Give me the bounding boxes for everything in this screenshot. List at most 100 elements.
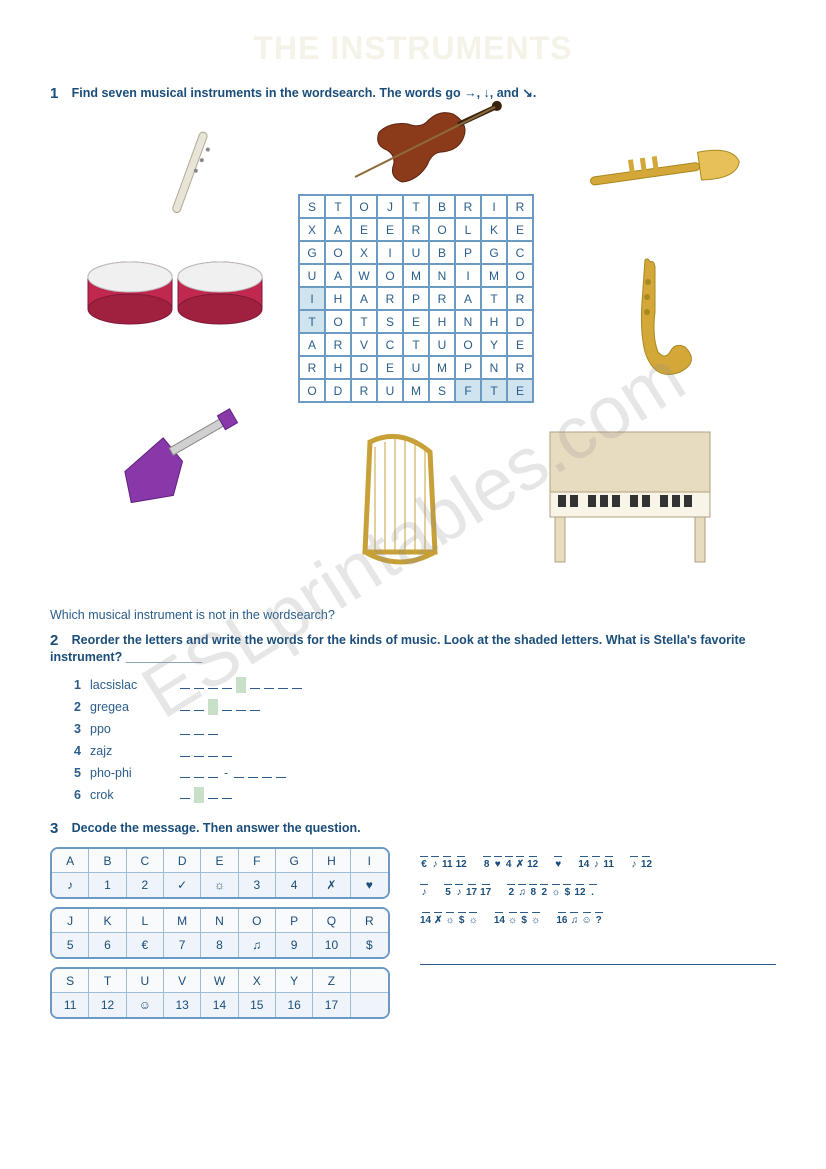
decode-symbol: 11 — [52, 993, 89, 1017]
wordsearch-cell: U — [377, 379, 403, 402]
decode-symbol: ✗ — [313, 873, 350, 897]
answer-line[interactable] — [420, 947, 776, 965]
decode-hint-symbol: 8 — [484, 859, 490, 871]
trumpet-icon — [580, 132, 750, 212]
wordsearch-cell: U — [403, 241, 429, 264]
wordsearch-cell: M — [481, 264, 507, 287]
reorder-row: 6crok — [74, 784, 776, 806]
decode-hint-symbol: 12 — [527, 859, 538, 871]
wordsearch-cell: O — [299, 379, 325, 402]
decode-letter: U — [127, 969, 164, 993]
decode-hint-symbol: ☼ — [508, 915, 517, 927]
decode-hint-symbol: 5 — [445, 887, 451, 899]
answer-blanks[interactable] — [180, 787, 232, 803]
decode-hint-symbol: 11 — [442, 859, 453, 871]
wordsearch-cell: R — [429, 287, 455, 310]
decode-symbol: 13 — [164, 993, 201, 1017]
decode-hint-symbol: ♥ — [495, 859, 501, 871]
decode-letter: T — [89, 969, 126, 993]
wordsearch-cell: M — [403, 379, 429, 402]
decode-hint-symbol: 8 — [530, 887, 536, 899]
answer-blanks[interactable] — [180, 677, 302, 693]
wordsearch-cell: K — [481, 218, 507, 241]
scramble-text: lacsislac — [90, 678, 180, 692]
wordsearch-cell: T — [481, 287, 507, 310]
decode-hint-symbol: . — [591, 887, 594, 899]
exercise-1-number: 1 — [50, 85, 68, 102]
decode-symbol: ☼ — [201, 873, 238, 897]
wordsearch-cell: I — [455, 264, 481, 287]
wordsearch-cell: R — [507, 287, 533, 310]
wordsearch-cell: N — [481, 356, 507, 379]
wordsearch-cell: S — [299, 195, 325, 218]
decode-hint-symbol: ☼ — [469, 915, 478, 927]
wordsearch-cell: O — [455, 333, 481, 356]
saxophone-icon — [600, 252, 710, 392]
wordsearch-cell: R — [325, 333, 351, 356]
wordsearch-cell: I — [481, 195, 507, 218]
decode-letter: F — [239, 849, 276, 873]
exercise-1-body: STOJTBRIRXAEEROLKEGOXIUBPGCUAWOMNIMOIHAR… — [50, 112, 776, 602]
wordsearch-cell: T — [351, 310, 377, 333]
wordsearch-cell: E — [377, 356, 403, 379]
exercise-1-sub-question: Which musical instrument is not in the w… — [50, 608, 776, 622]
decode-hint-symbol: ♪ — [631, 859, 636, 871]
decode-hint-symbol: ♪ — [594, 859, 599, 871]
wordsearch-cell: T — [481, 379, 507, 402]
answer-blanks[interactable] — [180, 699, 260, 715]
decode-line[interactable]: 14✗☼$☼14☼$☼16♫☺? — [420, 903, 776, 927]
reorder-row: 1lacsislac — [74, 674, 776, 696]
decode-table: JKLMNOPQR56€78♫910$ — [50, 907, 390, 959]
decode-letter: S — [52, 969, 89, 993]
answer-blanks[interactable]: - — [180, 766, 286, 780]
decode-hint-symbol: ☼ — [551, 887, 560, 899]
decode-table: ABCDEFGHI♪12✓☼34✗♥ — [50, 847, 390, 899]
wordsearch-cell: R — [403, 218, 429, 241]
decode-hint-symbol: € — [421, 859, 427, 871]
decode-table: STUVWXYZ1112☺1314151617 — [50, 967, 390, 1019]
wordsearch-cell: O — [325, 241, 351, 264]
exercise-2-number: 2 — [50, 632, 68, 649]
decode-symbol: 1 — [89, 873, 126, 897]
wordsearch-cell: A — [299, 333, 325, 356]
wordsearch-cell: H — [429, 310, 455, 333]
wordsearch-cell: N — [455, 310, 481, 333]
decode-hint-symbol: ? — [596, 915, 602, 927]
decode-hint-symbol: $ — [521, 915, 527, 927]
reorder-number: 3 — [74, 722, 90, 736]
decode-letter: R — [351, 909, 388, 933]
decode-symbol: ♫ — [239, 933, 276, 957]
wordsearch-cell: R — [507, 195, 533, 218]
reorder-row: 3ppo — [74, 718, 776, 740]
decode-letter: A — [52, 849, 89, 873]
wordsearch-grid: STOJTBRIRXAEEROLKEGOXIUBPGCUAWOMNIMOIHAR… — [298, 194, 534, 403]
decode-message-area: €♪11128♥4✗12♥14♪11♪12♪5♪17172♫82☼$12.14✗… — [420, 847, 776, 1027]
wordsearch-cell: E — [403, 310, 429, 333]
reorder-number: 6 — [74, 788, 90, 802]
wordsearch-cell: A — [455, 287, 481, 310]
reorder-number: 4 — [74, 744, 90, 758]
decode-symbol: € — [127, 933, 164, 957]
exercise-3-instruction: Decode the message. Then answer the ques… — [72, 821, 361, 835]
answer-blanks[interactable] — [180, 745, 232, 757]
scramble-text: gregea — [90, 700, 180, 714]
decode-line[interactable]: ♪5♪17172♫82☼$12. — [420, 875, 776, 899]
scramble-text: ppo — [90, 722, 180, 736]
wordsearch-cell: S — [429, 379, 455, 402]
answer-blanks[interactable] — [180, 723, 218, 735]
piano-icon — [540, 422, 720, 572]
decode-hint-symbol: 4 — [506, 859, 512, 871]
wordsearch-cell: T — [299, 310, 325, 333]
decode-hint-symbol: ✗ — [516, 859, 524, 871]
harp-icon — [340, 422, 460, 582]
scramble-text: zajz — [90, 744, 180, 758]
decode-line[interactable]: €♪11128♥4✗12♥14♪11♪12 — [420, 847, 776, 871]
decode-symbol: 10 — [313, 933, 350, 957]
violin-icon — [340, 92, 520, 202]
wordsearch-cell: J — [377, 195, 403, 218]
wordsearch-cell: W — [351, 264, 377, 287]
decode-letter: X — [239, 969, 276, 993]
wordsearch-cell: Y — [481, 333, 507, 356]
decode-hint-symbol: ♪ — [457, 887, 462, 899]
decode-letter: V — [164, 969, 201, 993]
